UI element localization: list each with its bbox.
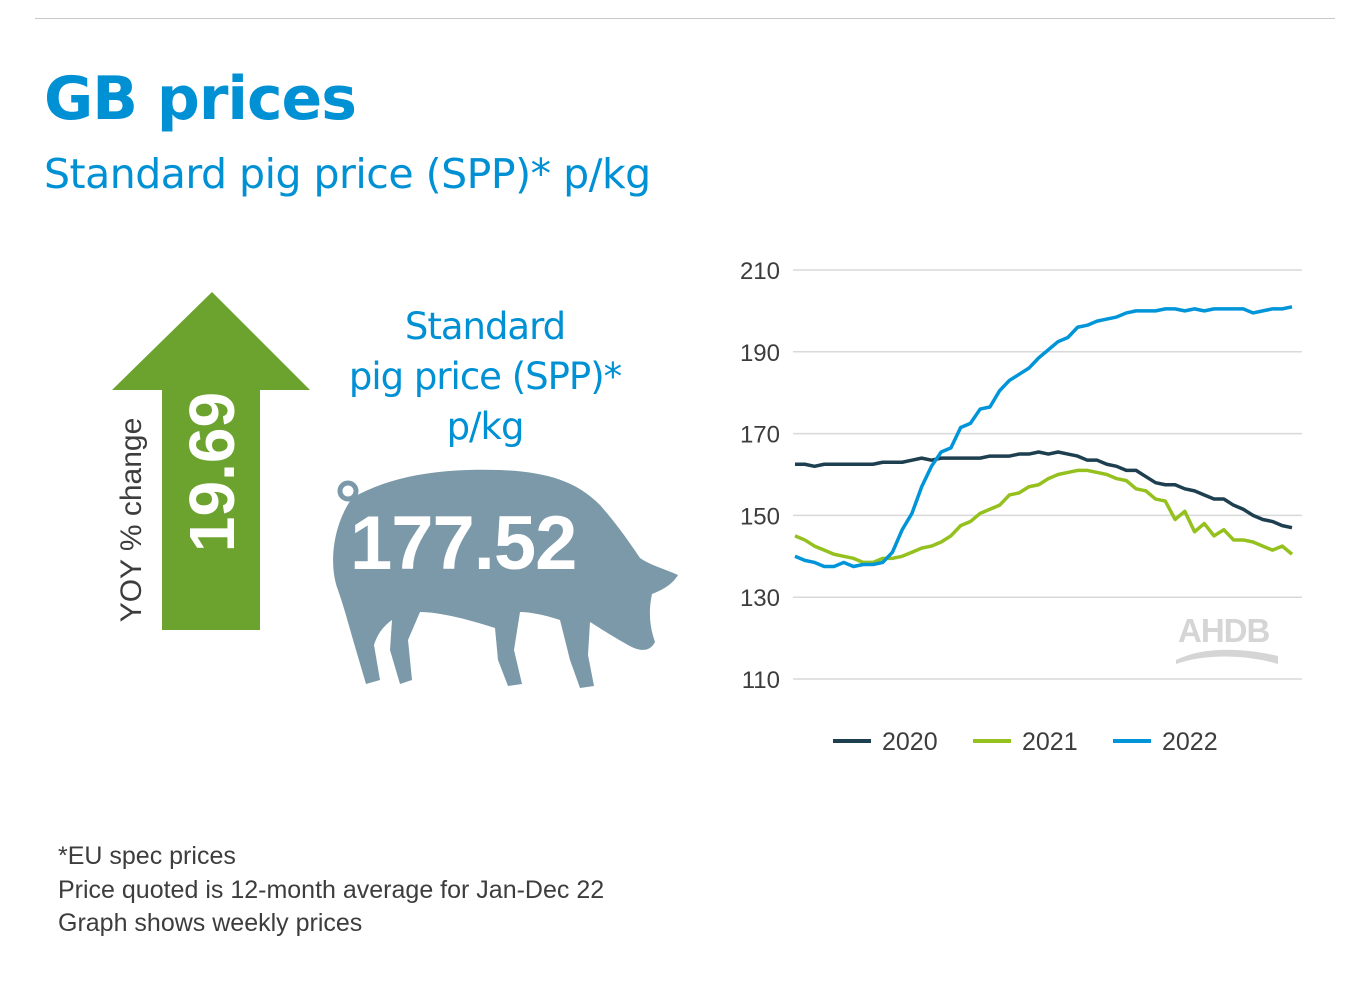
page-title: GB prices: [44, 64, 357, 134]
logo-text: AHDB: [1178, 612, 1270, 649]
series-line-2021: [794, 468, 1294, 565]
page-subtitle: Standard pig price (SPP)* p/kg: [44, 150, 651, 198]
spp-label-line: Standard: [404, 305, 566, 348]
pig-icon: [333, 469, 678, 688]
price-value: 177.52: [350, 501, 577, 586]
y-tick-label: 210: [740, 258, 780, 285]
logo-swoosh-icon: [1176, 649, 1278, 664]
y-tick-label: 150: [740, 503, 780, 530]
footnote: *EU spec prices: [58, 842, 236, 870]
series-line-2022: [794, 305, 1293, 569]
spp-label-line: p/kg: [446, 405, 525, 448]
y-tick-label: 110: [742, 667, 780, 694]
y-tick-label: 190: [740, 340, 780, 367]
footnote: Graph shows weekly prices: [58, 909, 363, 937]
footnotes: *EU spec prices Price quoted is 12-month…: [58, 840, 604, 941]
legend-label-2020: 2020: [882, 728, 938, 756]
ahdb-logo: AHDB: [1176, 612, 1278, 664]
y-tick-label: 130: [740, 585, 780, 612]
legend-label-2022: 2022: [1162, 728, 1218, 756]
series-line-2020: [795, 450, 1293, 530]
yoy-value: 19.69: [176, 391, 248, 553]
up-arrow-icon: [112, 292, 310, 630]
top-divider: [35, 18, 1335, 19]
footnote: Price quoted is 12-month average for Jan…: [58, 875, 605, 904]
spp-label: Standard pig price (SPP)* p/kg: [330, 302, 640, 452]
legend-label-2021: 2021: [1022, 728, 1078, 756]
yoy-label: YOY % change: [115, 417, 148, 623]
line-chart: 110 130 150 170 190 210 2020 2021 2022: [740, 258, 1302, 756]
spp-label-line: pig price (SPP)*: [348, 355, 622, 398]
y-tick-label: 170: [740, 422, 780, 449]
